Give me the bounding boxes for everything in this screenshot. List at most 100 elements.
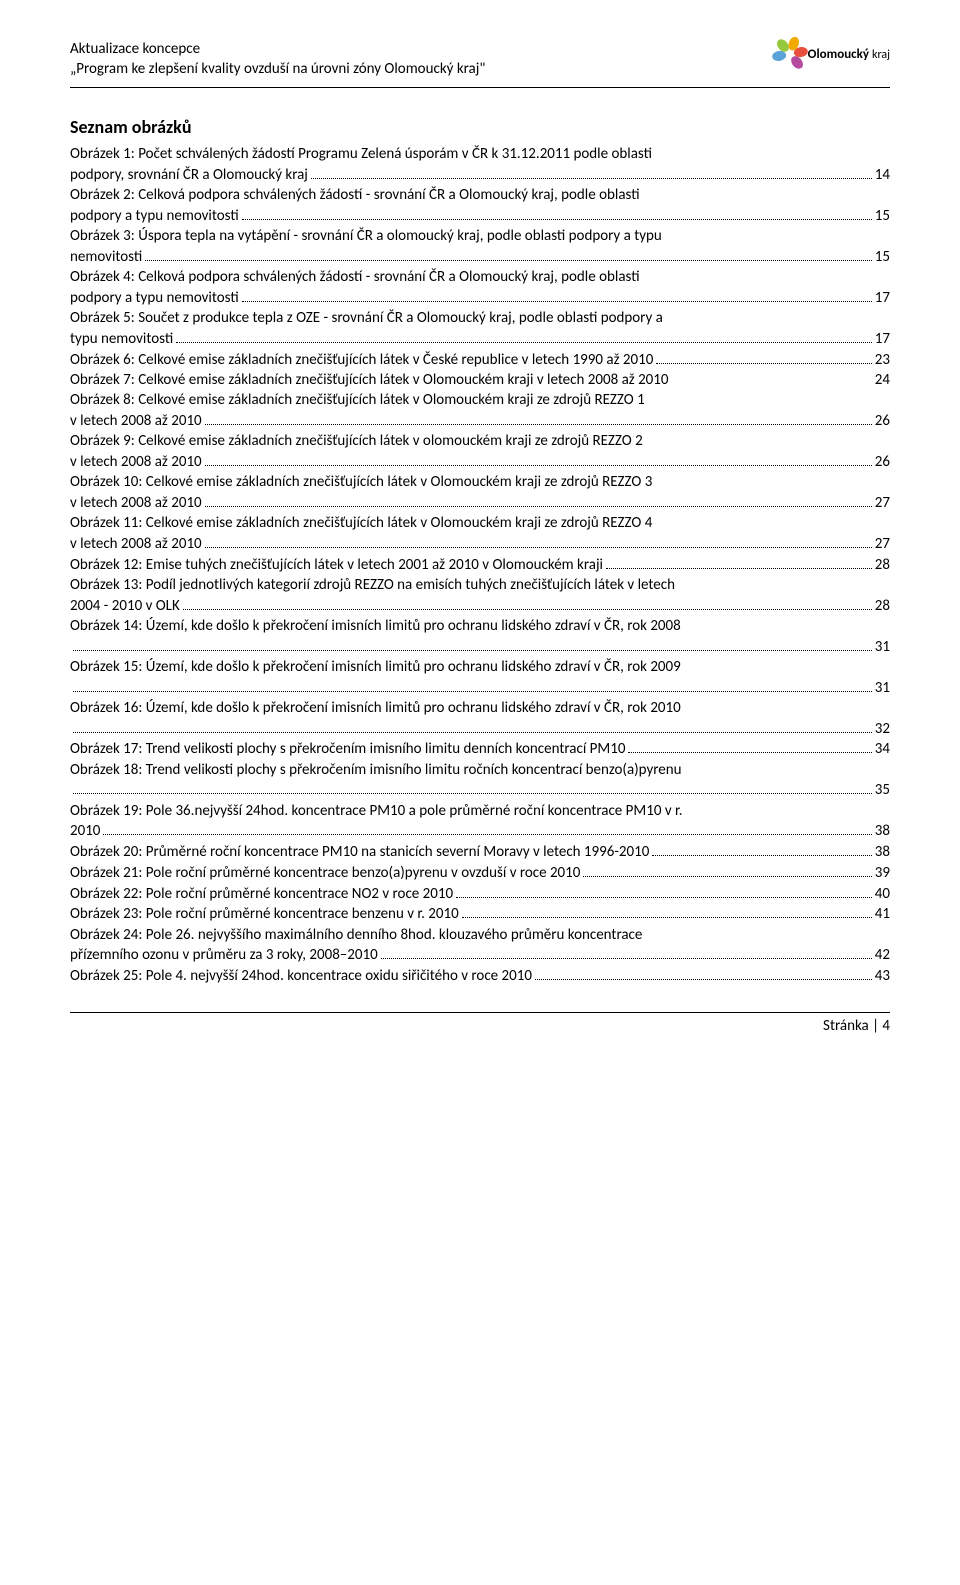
toc-entry: Obrázek 8: Celkové emise základních zneč… <box>70 390 890 431</box>
toc-entry-lastline: podpory a typu nemovitosti 15 <box>70 205 890 226</box>
toc-entry-lastline: Obrázek 23: Pole roční průměrné koncentr… <box>70 904 890 925</box>
toc-leader-dots <box>73 677 872 692</box>
toc-entry: Obrázek 10: Celkové emise základních zne… <box>70 472 890 513</box>
toc-entry-label: Obrázek 17: Trend velikosti plochy s pře… <box>70 739 625 759</box>
toc-entry-page: 43 <box>875 966 890 986</box>
toc-entry-page: 28 <box>875 596 890 616</box>
toc-entry-text: Obrázek 19: Pole 36.nejvyšší 24hod. konc… <box>70 801 890 821</box>
toc-leader-dots <box>73 636 872 651</box>
toc-entry-label: v letech 2008 až 2010 <box>70 534 202 554</box>
toc-entry-page: 38 <box>875 821 890 841</box>
toc-leader-dots <box>73 780 872 795</box>
logo-main: Olomoucký <box>808 47 869 62</box>
toc-entry-lastline: nemovitosti 15 <box>70 246 890 267</box>
toc-leader-dots <box>205 451 872 466</box>
region-logo: Olomoucký kraj <box>776 40 890 68</box>
toc-entry-text: Obrázek 24: Pole 26. nejvyššího maximáln… <box>70 925 890 945</box>
toc-entry-label: v letech 2008 až 2010 <box>70 411 202 431</box>
toc-entry-text: Obrázek 5: Součet z produkce tepla z OZE… <box>70 308 890 328</box>
toc-entry-label: 2004 - 2010 v OLK <box>70 596 180 616</box>
toc-entry-page: 23 <box>875 350 890 370</box>
header-line1: Aktualizace koncepce <box>70 40 485 60</box>
toc-entry-lastline: Obrázek 7: Celkové emise základních zneč… <box>70 370 890 390</box>
toc-entry-page: 15 <box>875 247 890 267</box>
toc-entry: Obrázek 11: Celkové emise základních zne… <box>70 513 890 554</box>
toc-entry-label: Obrázek 25: Pole 4. nejvyšší 24hod. konc… <box>70 966 532 986</box>
toc-entry-text: Obrázek 13: Podíl jednotlivých kategorií… <box>70 575 890 595</box>
toc-entry-lastline: 2004 - 2010 v OLK 28 <box>70 595 890 616</box>
toc-entry-lastline: přízemního ozonu v průměru za 3 roky, 20… <box>70 945 890 966</box>
toc-entry: Obrázek 23: Pole roční průměrné koncentr… <box>70 904 890 925</box>
page-header: Aktualizace koncepce „Program ke zlepšen… <box>70 40 890 79</box>
toc-entry: Obrázek 17: Trend velikosti plochy s pře… <box>70 739 890 760</box>
toc-entry: Obrázek 12: Emise tuhých znečišťujících … <box>70 554 890 575</box>
toc-entry: Obrázek 16: Území, kde došlo k překročen… <box>70 698 890 739</box>
toc-entry-lastline: 31 <box>70 677 890 698</box>
toc-entry-page: 31 <box>875 678 890 698</box>
toc-leader-dots <box>606 554 872 569</box>
toc-entry-page: 28 <box>875 555 890 575</box>
toc-entry-label: Obrázek 7: Celkové emise základních zneč… <box>70 370 668 390</box>
toc-entry-page: 14 <box>875 165 890 185</box>
toc-entry-text: Obrázek 16: Území, kde došlo k překročen… <box>70 698 890 718</box>
toc-entry-text: Obrázek 3: Úspora tepla na vytápění - sr… <box>70 226 890 246</box>
toc-leader-dots <box>205 410 872 425</box>
toc-entry-lastline: Obrázek 22: Pole roční průměrné koncentr… <box>70 883 890 904</box>
toc-leader-dots <box>656 349 871 364</box>
toc-entry-text: Obrázek 2: Celková podpora schválených ž… <box>70 185 890 205</box>
toc-entry-label: Obrázek 12: Emise tuhých znečišťujících … <box>70 555 603 575</box>
toc-entry-page: 34 <box>875 739 890 759</box>
toc-leader-dots <box>456 883 872 898</box>
toc-entry-lastline: Obrázek 12: Emise tuhých znečišťujících … <box>70 554 890 575</box>
toc-entry-text: Obrázek 11: Celkové emise základních zne… <box>70 513 890 533</box>
toc-entry-text: Obrázek 4: Celková podpora schválených ž… <box>70 267 890 287</box>
toc-entry-lastline: Obrázek 17: Trend velikosti plochy s pře… <box>70 739 890 760</box>
toc-entry: Obrázek 7: Celkové emise základních zneč… <box>70 370 890 390</box>
list-of-figures: Obrázek 1: Počet schválených žádostí Pro… <box>70 144 890 986</box>
toc-entry: Obrázek 2: Celková podpora schválených ž… <box>70 185 890 226</box>
toc-entry: Obrázek 13: Podíl jednotlivých kategorií… <box>70 575 890 616</box>
toc-entry-label: Obrázek 21: Pole roční průměrné koncentr… <box>70 863 580 883</box>
toc-leader-dots <box>145 246 872 261</box>
toc-entry-lastline: 2010 38 <box>70 821 890 842</box>
toc-entry: Obrázek 1: Počet schválených žádostí Pro… <box>70 144 890 185</box>
toc-entry-text: Obrázek 18: Trend velikosti plochy s pře… <box>70 760 890 780</box>
header-title-block: Aktualizace koncepce „Program ke zlepšen… <box>70 40 485 79</box>
toc-entry-label: typu nemovitosti <box>70 329 173 349</box>
toc-entry-page: 26 <box>875 411 890 431</box>
toc-leader-dots <box>183 595 872 610</box>
toc-leader-dots <box>205 533 872 548</box>
section-title: Seznam obrázků <box>70 116 890 138</box>
toc-entry: Obrázek 3: Úspora tepla na vytápění - sr… <box>70 226 890 267</box>
toc-leader-dots <box>311 164 872 179</box>
toc-entry: Obrázek 18: Trend velikosti plochy s pře… <box>70 760 890 801</box>
toc-leader-dots <box>242 287 872 302</box>
toc-leader-dots <box>381 945 872 960</box>
toc-entry-text: Obrázek 10: Celkové emise základních zne… <box>70 472 890 492</box>
toc-entry: Obrázek 5: Součet z produkce tepla z OZE… <box>70 308 890 349</box>
toc-entry-label: v letech 2008 až 2010 <box>70 493 202 513</box>
toc-entry-label: Obrázek 22: Pole roční průměrné koncentr… <box>70 884 453 904</box>
logo-flower-icon <box>776 40 804 68</box>
toc-entry-label: Obrázek 23: Pole roční průměrné koncentr… <box>70 904 459 924</box>
toc-entry-label: Obrázek 6: Celkové emise základních zneč… <box>70 350 653 370</box>
toc-leader-dots <box>103 821 871 836</box>
toc-entry-text: Obrázek 9: Celkové emise základních zneč… <box>70 431 890 451</box>
toc-entry-page: 26 <box>875 452 890 472</box>
toc-entry: Obrázek 22: Pole roční průměrné koncentr… <box>70 883 890 904</box>
toc-entry-lastline: v letech 2008 až 2010 26 <box>70 451 890 472</box>
header-divider <box>70 87 890 88</box>
toc-entry: Obrázek 19: Pole 36.nejvyšší 24hod. konc… <box>70 801 890 842</box>
toc-leader-dots <box>583 862 871 877</box>
toc-entry-lastline: podpory a typu nemovitosti 17 <box>70 287 890 308</box>
toc-leader-dots <box>535 966 872 981</box>
toc-entry-page: 35 <box>875 780 890 800</box>
toc-entry-page: 17 <box>875 288 890 308</box>
page-number: Stránka | 4 <box>823 1017 890 1035</box>
toc-entry: Obrázek 15: Území, kde došlo k překročen… <box>70 657 890 698</box>
toc-entry: Obrázek 4: Celková podpora schválených ž… <box>70 267 890 308</box>
toc-entry-page: 42 <box>875 945 890 965</box>
toc-entry-lastline: v letech 2008 až 2010 27 <box>70 492 890 513</box>
toc-entry-text: Obrázek 15: Území, kde došlo k překročen… <box>70 657 890 677</box>
toc-entry: Obrázek 9: Celkové emise základních zneč… <box>70 431 890 472</box>
